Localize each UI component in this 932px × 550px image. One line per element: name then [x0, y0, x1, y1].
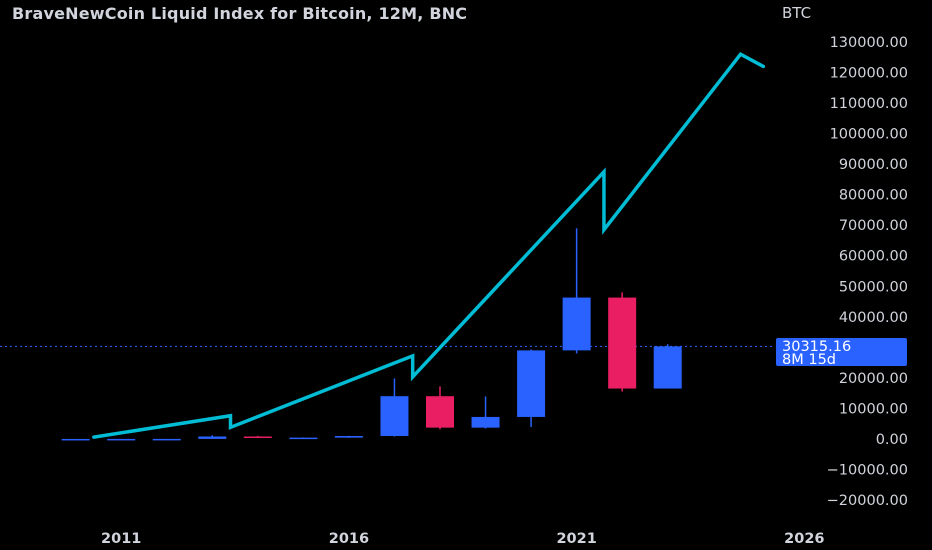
candle-body [243, 436, 272, 438]
candle-body [562, 297, 591, 351]
x-tick-label: 2021 [556, 531, 596, 547]
currency-label: BTC [782, 4, 812, 22]
y-tick-label: 110000.00 [830, 96, 908, 112]
y-tick-label: 120000.00 [830, 66, 908, 82]
candle-body [334, 436, 363, 438]
candle-body [471, 416, 500, 428]
trend-drawing[interactable] [92, 51, 766, 439]
bar-countdown: 8M 15d [782, 352, 836, 368]
trend-path [92, 51, 766, 439]
y-tick-label: 20000.00 [839, 371, 908, 387]
candle-body [61, 438, 90, 441]
chart-title: BraveNewCoin Liquid Index for Bitcoin, 1… [12, 4, 468, 23]
y-tick-label: 80000.00 [839, 188, 908, 204]
y-tick-label: 40000.00 [839, 310, 908, 326]
y-tick-label: 10000.00 [839, 401, 908, 417]
y-tick-label: 100000.00 [830, 127, 908, 143]
last-price-badge: 30315.16 8M 15d [776, 338, 907, 368]
x-tick-label: 2026 [784, 531, 824, 547]
candle-body [608, 297, 637, 389]
price-axis[interactable]: 130000.00 120000.00 110000.00 100000.00 9000… [827, 35, 908, 509]
candlestick-series [61, 228, 682, 441]
x-tick-label: 2011 [101, 531, 141, 547]
candle-body [289, 437, 318, 440]
candle-body [152, 438, 181, 441]
y-tick-label: 90000.00 [839, 157, 908, 173]
candle-body [426, 396, 454, 428]
y-tick-label: 50000.00 [839, 279, 908, 295]
y-tick-label: 60000.00 [839, 249, 908, 265]
y-tick-label: 70000.00 [839, 218, 908, 234]
candle-body [107, 438, 136, 441]
time-axis[interactable]: 2011 2016 2021 2026 [101, 531, 824, 547]
x-tick-label: 2016 [329, 531, 369, 547]
candle-body [198, 436, 227, 439]
y-tick-label: −10000.00 [827, 462, 908, 478]
y-tick-label: −20000.00 [827, 493, 908, 509]
candle-body [653, 346, 682, 389]
y-tick-label: 130000.00 [830, 35, 908, 51]
y-tick-label: 0.00 [876, 432, 908, 448]
last-price-value: 30315.16 [782, 339, 852, 355]
candle-body [517, 350, 546, 417]
candle-body [380, 396, 409, 437]
